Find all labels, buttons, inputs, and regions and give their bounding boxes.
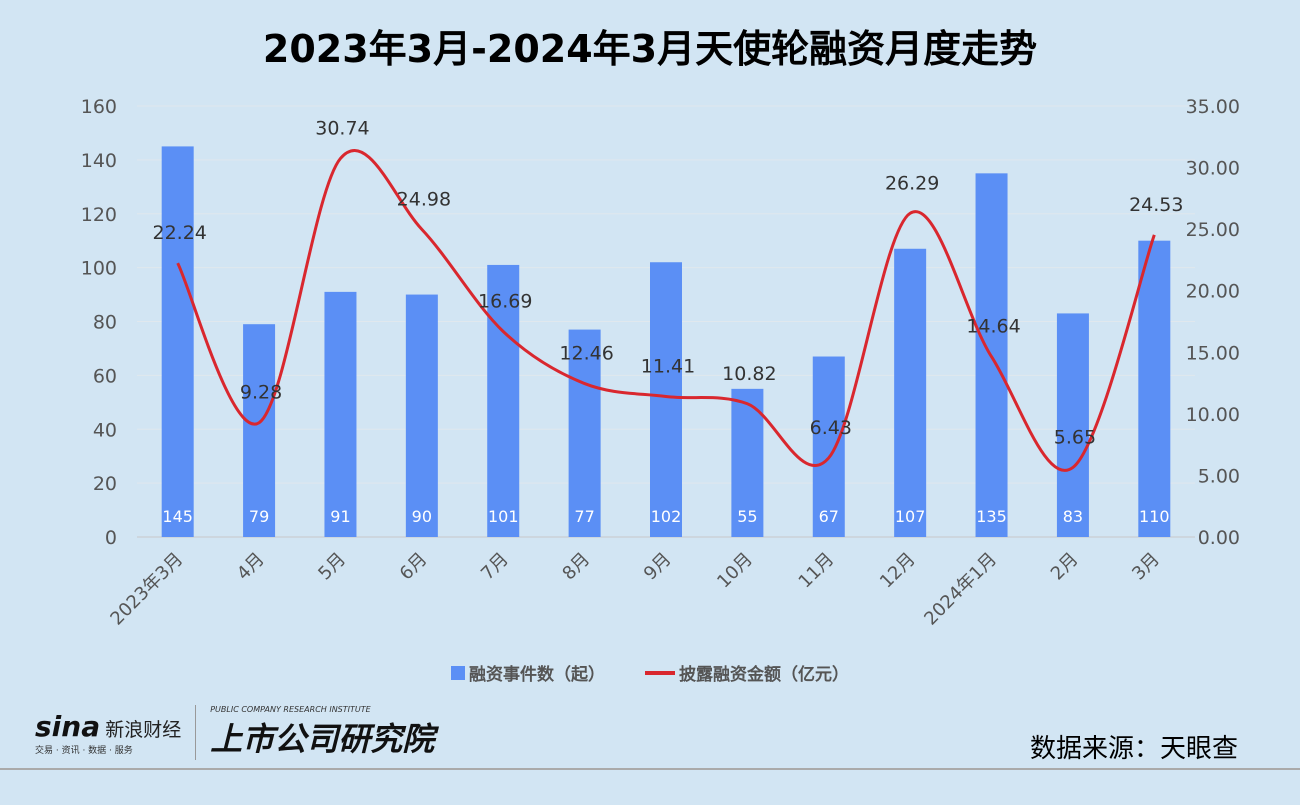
bar <box>650 262 682 537</box>
bar-data-label: 91 <box>330 507 350 526</box>
sina-logo-tag: 交易 · 资讯 · 数据 · 服务 <box>35 745 133 756</box>
sina-logo: sina 新浪财经 交易 · 资讯 · 数据 · 服务 <box>35 710 181 756</box>
bar <box>1056 313 1089 537</box>
left-tick-label: 40 <box>93 419 117 441</box>
line-data-label: 6.43 <box>810 417 852 439</box>
left-tick-label: 160 <box>81 96 117 118</box>
chart-svg: 0 20 40 60 80 100 120 140 160 0.00 5.00 10.00 15.00 2… <box>81 96 1240 630</box>
bar-data-label: 101 <box>488 507 519 526</box>
bar <box>731 388 764 537</box>
bar-data-label: 79 <box>249 507 269 526</box>
bar <box>405 294 438 537</box>
bar-data-label: 67 <box>819 507 839 526</box>
legend-swatch-bar <box>451 665 465 680</box>
line-data-label: 24.98 <box>397 188 451 210</box>
x-tick-label: 2024年1月 <box>920 549 1001 630</box>
sina-logo-cn: 新浪财经 <box>105 718 182 741</box>
x-tick-label: 9月 <box>640 549 676 585</box>
right-tick-label: 15.00 <box>1186 342 1240 364</box>
left-tick-label: 80 <box>93 312 117 334</box>
data-source: 数据来源：天眼查 <box>1029 734 1238 764</box>
bar-data-label: 107 <box>895 507 926 526</box>
bar <box>568 329 601 537</box>
chart-title: 2023年3月-2024年3月天使轮融资月度走势 <box>262 27 1038 71</box>
line-data-label: 12.46 <box>559 343 613 365</box>
x-tick-label: 3月 <box>1128 549 1164 585</box>
right-tick-label: 10.00 <box>1186 404 1240 426</box>
left-tick-label: 20 <box>93 473 117 495</box>
line-data-label: 26.29 <box>885 172 939 194</box>
line-data-label: 9.28 <box>240 382 282 404</box>
right-tick-label: 0.00 <box>1198 527 1240 549</box>
bar <box>243 324 276 537</box>
logos: sina 新浪财经 交易 · 资讯 · 数据 · 服务 PUBLIC COMPA… <box>35 705 434 760</box>
left-tick-label: 60 <box>93 365 117 387</box>
right-tick-label: 5.00 <box>1198 465 1240 487</box>
bar-data-label: 102 <box>651 507 682 526</box>
line-data-label: 5.65 <box>1054 426 1096 448</box>
line-data-label: 16.69 <box>478 290 532 312</box>
right-tick-label: 20.00 <box>1186 281 1240 303</box>
legend: 融资事件数（起） 披露融资金额（亿元） <box>0 660 1300 685</box>
line-data-label: 14.64 <box>966 316 1020 338</box>
x-tick-label: 6月 <box>396 549 432 585</box>
bar <box>487 264 520 537</box>
line-series <box>176 149 1156 472</box>
x-tick-label: 12月 <box>876 549 920 593</box>
right-tick-label: 35.00 <box>1186 96 1240 118</box>
line-data-label: 30.74 <box>315 117 369 139</box>
bar-data-label: 145 <box>162 507 193 526</box>
bar-data-label: 135 <box>976 507 1007 526</box>
x-tick-label: 8月 <box>558 549 594 585</box>
line-data-label: 22.24 <box>152 222 206 244</box>
right-tick-label: 30.00 <box>1186 158 1240 180</box>
bar <box>161 146 194 537</box>
x-tick-label: 10月 <box>713 549 757 593</box>
left-tick-label: 120 <box>81 204 117 226</box>
bar-data-label: 55 <box>737 507 757 526</box>
x-tick-label: 5月 <box>314 549 350 585</box>
bar-data-label: 83 <box>1063 507 1083 526</box>
bar-data-label: 90 <box>412 507 432 526</box>
institute-logo: PUBLIC COMPANY RESEARCH INSTITUTE 上市公司研究… <box>210 705 434 760</box>
line-data-label: 10.82 <box>722 363 776 385</box>
x-tick-label: 7月 <box>477 549 513 585</box>
x-tick-label: 11月 <box>795 549 839 593</box>
x-tick-label: 4月 <box>233 549 269 585</box>
logo-divider <box>195 705 197 760</box>
bar <box>812 356 845 537</box>
bar <box>324 291 357 537</box>
line-data-label: 24.53 <box>1129 194 1183 216</box>
institute-logo-en: PUBLIC COMPANY RESEARCH INSTITUTE <box>210 705 371 714</box>
legend-swatch-line <box>645 670 675 675</box>
legend-label-line: 披露融资金额（亿元） <box>679 665 849 685</box>
left-tick-label: 100 <box>81 258 117 280</box>
bottom-divider <box>0 768 1300 770</box>
left-tick-label: 140 <box>81 150 117 172</box>
institute-logo-cn: 上市公司研究院 <box>210 720 435 758</box>
legend-item-line: 披露融资金额（亿元） <box>645 660 849 685</box>
right-tick-label: 25.00 <box>1186 219 1240 241</box>
sina-logo-text: sina <box>35 709 101 743</box>
left-tick-label: 0 <box>105 527 117 549</box>
line-data-label: 11.41 <box>641 355 695 377</box>
legend-item-bar: 融资事件数（起） <box>451 660 605 685</box>
x-tick-label: 2月 <box>1047 549 1083 585</box>
bar <box>894 248 927 538</box>
bar <box>1138 240 1171 537</box>
bar-data-label: 110 <box>1139 507 1170 526</box>
x-tick-label: 2023年3月 <box>106 549 187 630</box>
bar-data-label: 77 <box>574 507 594 526</box>
legend-label-bar: 融资事件数（起） <box>469 665 605 685</box>
